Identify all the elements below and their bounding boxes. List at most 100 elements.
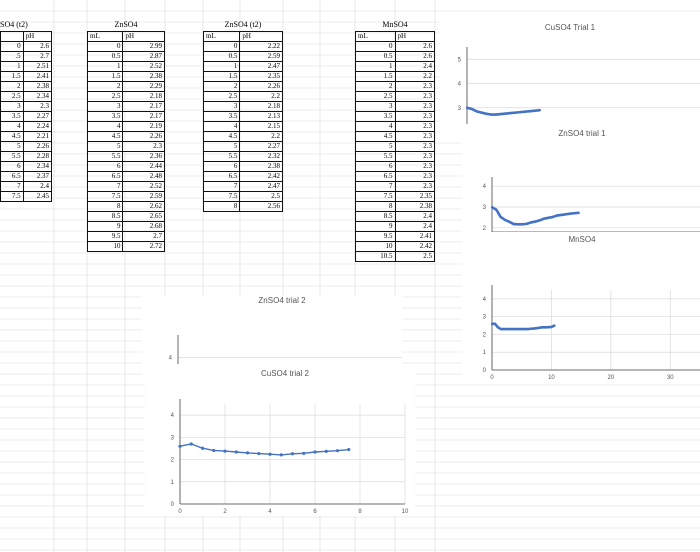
table-row: 0 2.6 (355, 41, 435, 52)
y-tick-label: 4 (458, 82, 462, 88)
data-point (524, 110, 527, 113)
data-point (504, 112, 508, 115)
table-cell: 2.35 (239, 71, 283, 82)
table-cell: 6 (0, 161, 24, 172)
data-point (212, 448, 216, 453)
header-cell: pH (22, 31, 53, 42)
table-cell: 2.41 (22, 71, 53, 82)
table-cell: 2.52 (122, 61, 165, 72)
data-point (505, 327, 509, 331)
table-cell: 1 (86, 61, 124, 72)
table-cell: 1.5 (0, 71, 24, 82)
data-point (200, 446, 205, 450)
table-row: 5.5 2.3 (355, 151, 435, 162)
table-cell: 2.56 (239, 201, 283, 212)
table-cell: 5.5 (202, 151, 241, 162)
table-row: 7 2.52 (86, 181, 165, 192)
table-cell: 8 (202, 201, 241, 212)
table-cell: 0 (202, 41, 241, 52)
table-row: 3 2.18 (202, 101, 283, 112)
table-cell: 0.5 (202, 51, 241, 62)
table-cell: 2.3 (394, 161, 435, 172)
chart-znso4-trial-2[interactable]: ZnSO4 trial 2 4 (142, 295, 402, 375)
table-row: 1 2.4 (355, 61, 435, 72)
table-row: 4.5 2.21 (0, 131, 53, 142)
header-cell: mL (355, 31, 396, 42)
table-cell: 2.87 (122, 51, 165, 62)
data-point (470, 107, 474, 111)
table-cell: 5.5 (0, 151, 24, 162)
series-line (492, 322, 555, 331)
table-row: 1 2.47 (202, 61, 283, 72)
data-point (302, 451, 306, 455)
table-row: 1.5 2.2 (355, 71, 435, 82)
data-point (490, 113, 493, 116)
table-row: 5 2.26 (0, 141, 53, 152)
chart-cuso4-trial-1[interactable]: CuSO4 Trial 1 3 4 5 (440, 14, 700, 134)
data-point (523, 327, 526, 331)
header-cell: pH (122, 31, 165, 42)
table-cell: 2.51 (22, 61, 53, 72)
table-cell: 7 (86, 181, 124, 192)
table-cell: 2.4 (394, 211, 435, 222)
table-row: 4.5 2.26 (86, 131, 165, 142)
table-cell: 2.3 (394, 111, 435, 122)
table-row: 5.5 2.36 (86, 151, 165, 162)
data-point (465, 106, 469, 109)
y-tick-label: 4 (483, 297, 487, 303)
data-point (544, 326, 547, 329)
table-cell: 4 (355, 121, 396, 132)
data-point (521, 223, 524, 226)
table-row: 4.5 2.3 (355, 131, 435, 142)
table-cell: 2.7 (22, 51, 53, 62)
table-cell: 2.26 (22, 141, 53, 152)
table-cell: 1 (0, 61, 24, 72)
table-cell: 2.59 (239, 51, 283, 62)
data-point (178, 444, 182, 448)
table-cell: 6.5 (355, 171, 396, 182)
table-row: 4 2.24 (0, 121, 53, 132)
table-row: 8 2.38 (355, 201, 435, 212)
data-table-znso4-t2: mL pH 0 2.22 0.5 2.59 1 2.47 1.5 2.35 2 2.26 2.5 2.2 3… (202, 31, 283, 212)
table-row: 6 2.44 (86, 161, 165, 172)
table-row: 4 2.19 (86, 121, 165, 132)
x-tick-label: 30 (667, 375, 674, 381)
table-cell: 2.45 (22, 191, 53, 202)
table-cell: 6 (202, 161, 241, 172)
table-cell: 2 (0, 81, 24, 92)
table-cell: 8 (86, 201, 124, 212)
data-point (535, 327, 538, 330)
data-point (533, 109, 537, 112)
table-cell: 2.42 (394, 241, 435, 252)
table-cell: 3 (202, 101, 241, 112)
table-row: 5 2.3 (355, 141, 435, 152)
chart-mnso4[interactable]: MnSO4 0 1 2 3 4 0 10 20 30 (462, 232, 700, 382)
table-row: 1.5 2.41 (0, 71, 53, 82)
y-tick-label: 3 (483, 205, 487, 211)
table-row: 10 2.72 (86, 241, 165, 252)
data-point (313, 450, 317, 454)
table-row: 5 2.3 (86, 141, 165, 152)
table-row: 1 2.51 (0, 61, 53, 72)
table-row: 6.5 2.48 (86, 171, 165, 182)
table-cell: 6 (86, 161, 124, 172)
table-cell: 2.27 (22, 111, 53, 122)
x-tick-label: 0 (178, 509, 182, 515)
table-cell: 2.44 (122, 161, 165, 172)
table-cell: 2.4 (394, 221, 435, 232)
x-tick-label: 10 (402, 509, 409, 515)
data-point (493, 322, 497, 325)
chart-znso4-trial-1[interactable]: ZnSO4 trial 1 2 3 4 (462, 124, 700, 234)
table-header-row: pH (0, 31, 53, 42)
table-row: 6 2.34 (0, 161, 53, 172)
table-cell: 1.5 (355, 71, 396, 82)
x-tick-label: 8 (358, 509, 362, 515)
table-cell: 3.5 (202, 111, 241, 122)
table-cell: 2.4 (22, 181, 53, 192)
data-point (223, 449, 227, 453)
table-row: 1.5 2.38 (86, 71, 165, 82)
chart-cuso4-trial-2[interactable]: CuSO4 trial 2 0 1 2 3 4 0 2 4 6 8 10 (145, 364, 415, 516)
data-point (480, 111, 483, 114)
table-row: 8 2.56 (202, 201, 283, 212)
y-tick-label: 4 (171, 413, 175, 419)
